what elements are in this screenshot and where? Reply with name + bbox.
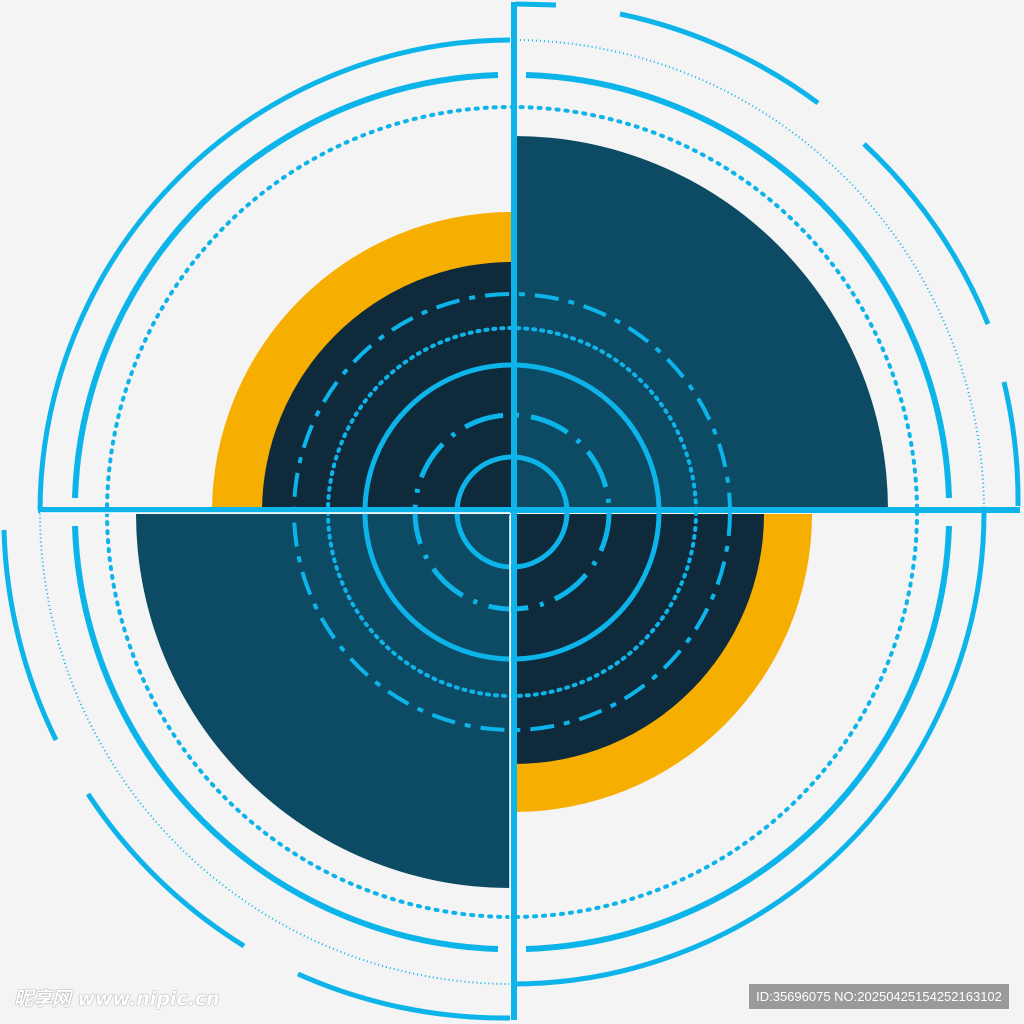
ring-outer-thick-arcs [72, 72, 952, 952]
navy-quarter-bottom-right [514, 514, 764, 764]
teal-quarter-bottom-left [136, 514, 510, 888]
teal-quarter-top-right [514, 136, 888, 510]
watermark-id-badge: ID:35696075 NO:20250425154252163102 [749, 984, 1009, 1009]
ring-outer-arc-right [511, 511, 987, 987]
ring-outer-arc-left [37, 37, 511, 511]
watermark-logo: 昵享网 www.nipic.cn [14, 988, 220, 1010]
navy-quarter-top-left [262, 262, 512, 512]
